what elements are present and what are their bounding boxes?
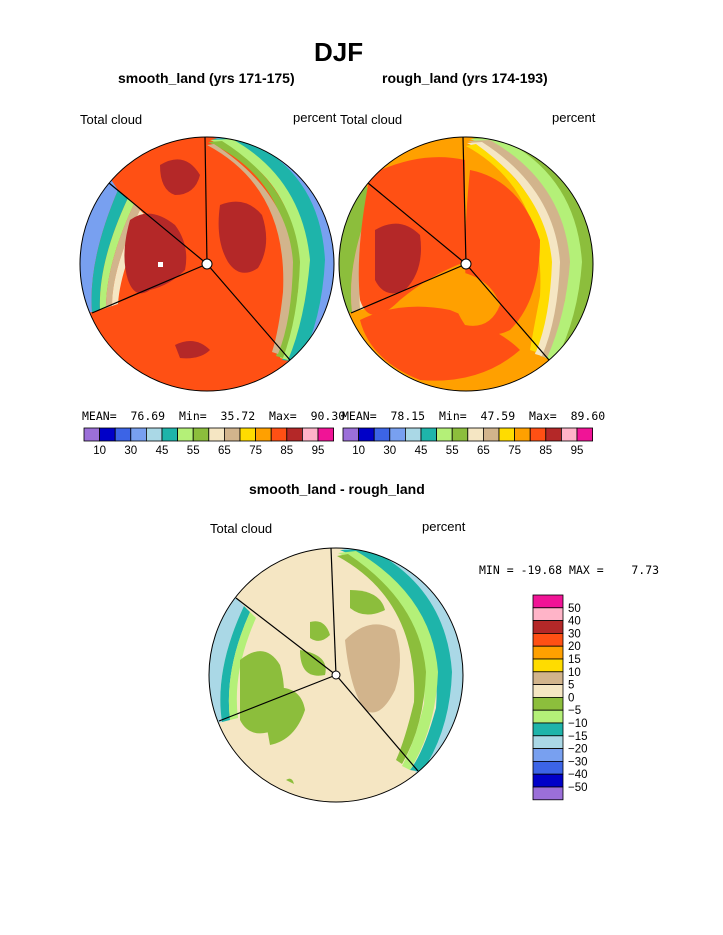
smooth-land-colorbar-box <box>161 427 179 442</box>
difference-colorbar-tick-label: −30 <box>568 756 588 768</box>
difference-colorbar-tick-label: 40 <box>568 616 581 628</box>
rough-land-colorbar-box <box>498 427 516 442</box>
panel-right-title: rough_land (yrs 174-193) <box>382 70 548 86</box>
smooth-land-colorbar-box <box>83 427 101 442</box>
panel-diff-title: smooth_land - rough_land <box>249 481 425 497</box>
smooth-land-colorbar-tick-label: 10 <box>93 445 106 457</box>
rough-land-colorbar-tick-label: 75 <box>508 445 521 457</box>
difference-colorbar-box <box>532 735 564 749</box>
left-stats: MEAN= 76.69 Min= 35.72 Max= 90.30 <box>82 409 346 423</box>
smooth-land-colorbar-tick-label: 75 <box>249 445 262 457</box>
difference-colorbar-box <box>532 671 564 685</box>
difference-colorbar-tick-label: −50 <box>568 782 588 794</box>
difference-colorbar-tick-label: −15 <box>568 731 588 743</box>
left-variable-label: Total cloud <box>80 112 143 127</box>
smooth-land-colorbar-box <box>208 427 225 442</box>
smooth-land-colorbar-tick-label: 95 <box>312 445 325 457</box>
smooth-land-colorbar-box <box>270 427 288 442</box>
rough-land-colorbar-box <box>358 427 375 442</box>
difference-colorbar-tick-label: 30 <box>568 628 581 640</box>
difference-colorbar-box <box>532 773 564 788</box>
rough-land-colorbar-box <box>404 427 422 442</box>
difference-colorbar-box <box>532 684 564 698</box>
rough-land-colorbar-box <box>342 427 360 442</box>
difference-colorbar-box <box>532 645 564 660</box>
rough-land-colorbar-box <box>373 427 391 442</box>
diff-variable-label: Total cloud <box>210 521 273 536</box>
difference-map <box>208 547 464 803</box>
smooth-land-colorbar: 10 30 45 55 65 75 85 95 <box>83 427 335 457</box>
rough-land-map <box>338 136 594 392</box>
difference-colorbar-box <box>532 594 564 609</box>
smooth-land-colorbar-box <box>145 427 163 442</box>
smooth-land-colorbar-box <box>317 427 335 442</box>
figure-title: DJF <box>314 37 364 67</box>
difference-colorbar-tick-label: 10 <box>568 667 581 679</box>
difference-colorbar-tick-label: 50 <box>568 603 581 615</box>
rough-land-colorbar-tick-label: 55 <box>446 445 459 457</box>
difference-colorbar-tick-label: 0 <box>568 692 574 704</box>
rough-land-colorbar-box <box>514 427 531 442</box>
difference-colorbar-box <box>532 786 564 801</box>
smooth-land-map <box>79 136 335 392</box>
smooth-land-colorbar-box <box>255 427 272 442</box>
rough-land-colorbar-box <box>467 427 484 442</box>
difference-colorbar-box <box>532 748 564 762</box>
rough-land-colorbar-tick-label: 45 <box>415 445 428 457</box>
difference-colorbar-box <box>532 697 564 711</box>
smooth-land-colorbar-tick-label: 30 <box>124 445 137 457</box>
smooth-land-colorbar-tick-label: 65 <box>218 445 231 457</box>
difference-colorbar-box <box>532 658 564 673</box>
rough-land-colorbar-box <box>545 427 562 442</box>
right-units-label: percent <box>552 110 596 125</box>
smooth-land-colorbar-tick-label: 85 <box>280 445 293 457</box>
panel-left-title: smooth_land (yrs 171-175) <box>118 70 295 86</box>
rough-land-colorbar-tick-label: 85 <box>539 445 552 457</box>
smooth-land-colorbar-tick-label: 55 <box>187 445 200 457</box>
smooth-land-colorbar-box <box>130 427 147 442</box>
rough-land-colorbar: 10 30 45 55 65 75 85 95 <box>342 427 594 457</box>
diff-units-label: percent <box>422 519 466 534</box>
right-variable-label: Total cloud <box>340 112 403 127</box>
smooth-land-colorbar-box <box>192 427 210 442</box>
rough-land-colorbar-box <box>436 427 453 442</box>
difference-colorbar-box <box>532 761 564 775</box>
rough-land-colorbar-tick-label: 30 <box>383 445 396 457</box>
rough-land-colorbar-box <box>576 427 594 442</box>
smooth-land-colorbar-tick-label: 45 <box>156 445 169 457</box>
difference-colorbar-box <box>532 633 564 647</box>
smooth-land-colorbar-box <box>239 427 257 442</box>
difference-colorbar-tick-label: −10 <box>568 718 588 730</box>
difference-colorbar-box <box>532 722 564 737</box>
rough-land-colorbar-box <box>561 427 578 442</box>
left-units-label: percent <box>293 110 337 125</box>
rough-land-colorbar-box <box>451 427 469 442</box>
smooth-land-colorbar-box <box>114 427 132 442</box>
rough-land-colorbar-box <box>420 427 438 442</box>
difference-colorbar-box <box>532 607 564 621</box>
smooth-land-colorbar-box <box>301 427 319 442</box>
difference-colorbar-tick-label: 15 <box>568 654 581 666</box>
difference-colorbar-tick-label: 5 <box>568 680 574 692</box>
diff-stats: MIN = -19.68 MAX = 7.73 <box>479 563 660 577</box>
rough-land-colorbar-tick-label: 10 <box>352 445 365 457</box>
difference-colorbar-tick-label: −40 <box>568 769 588 781</box>
rough-land-colorbar-tick-label: 95 <box>571 445 584 457</box>
right-stats: MEAN= 78.15 Min= 47.59 Max= 89.60 <box>342 409 606 423</box>
difference-colorbar-box <box>532 620 564 634</box>
smooth-land-colorbar-box <box>286 427 303 442</box>
smooth-land-colorbar-box <box>223 427 241 442</box>
rough-land-colorbar-box <box>529 427 547 442</box>
difference-colorbar-tick-label: 20 <box>568 641 581 653</box>
smooth-land-colorbar-box <box>177 427 194 442</box>
difference-colorbar-tick-label: −20 <box>568 744 588 756</box>
smooth-land-colorbar-box <box>99 427 116 442</box>
rough-land-colorbar-box <box>389 427 406 442</box>
difference-colorbar-box <box>532 709 564 724</box>
rough-land-colorbar-tick-label: 65 <box>477 445 490 457</box>
difference-colorbar-tick-label: −5 <box>568 705 581 717</box>
rough-land-colorbar-box <box>482 427 500 442</box>
